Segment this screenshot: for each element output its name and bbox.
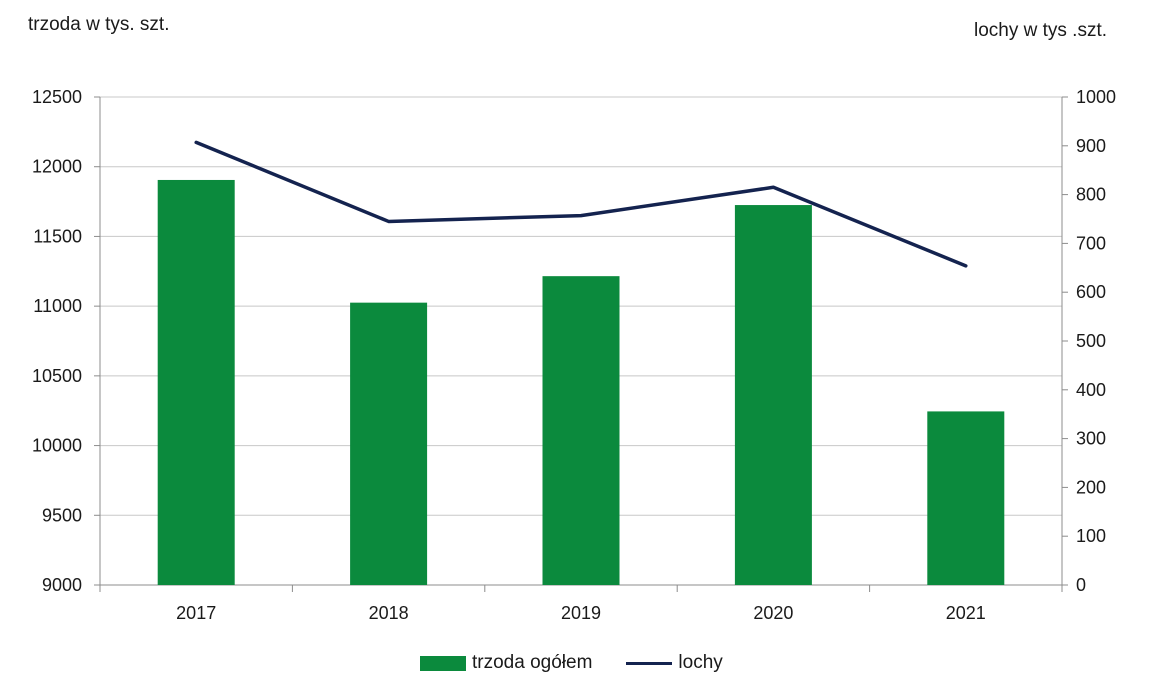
right-tick-label: 800 (1076, 185, 1106, 205)
right-axis-title: lochy w tys .szt. (973, 20, 1107, 41)
right-tick-label: 400 (1076, 380, 1106, 400)
bar-trzoda-2019 (542, 276, 620, 585)
right-tick-label: 1000 (1076, 87, 1116, 107)
right-tick-label: 700 (1076, 233, 1106, 253)
legend-label-lochy: lochy (678, 652, 723, 673)
legend: trzoda ogółem lochy (420, 652, 723, 674)
x-tick-label: 2020 (753, 603, 793, 623)
line-lochy (194, 140, 968, 268)
left-axis-title: trzoda w tys. szt. (28, 14, 170, 35)
bar-trzoda-2017 (157, 179, 235, 585)
bar-trzoda-2020 (734, 205, 812, 586)
x-tick-label: 2021 (946, 603, 986, 623)
right-tick-label: 300 (1076, 429, 1106, 449)
left-tick-label: 11000 (33, 296, 82, 316)
x-tick-label: 2017 (176, 603, 216, 623)
bar-trzoda-2021 (927, 411, 1005, 585)
legend-swatch-trzoda (420, 655, 466, 671)
left-tick-label: 11500 (33, 226, 82, 246)
left-tick-label: 9000 (42, 575, 82, 595)
right-tick-label: 500 (1076, 331, 1106, 351)
legend-swatch-lochy (626, 661, 673, 665)
left-tick-label: 10500 (32, 366, 82, 386)
x-tick-label: 2018 (369, 603, 409, 623)
right-tick-label: 600 (1076, 282, 1106, 302)
left-tick-label: 12500 (32, 87, 82, 107)
x-tick-label: 2019 (561, 603, 601, 623)
right-tick-label: 100 (1076, 526, 1106, 546)
right-tick-label: 0 (1076, 575, 1086, 595)
right-tick-label: 200 (1076, 477, 1106, 497)
right-tick-label: 900 (1076, 136, 1106, 156)
bar-trzoda-2018 (350, 302, 428, 585)
left-tick-label: 9500 (42, 505, 82, 525)
left-tick-label: 12000 (32, 157, 82, 177)
left-tick-label: 10000 (32, 436, 82, 456)
legend-label-trzoda: trzoda ogółem (472, 652, 593, 673)
